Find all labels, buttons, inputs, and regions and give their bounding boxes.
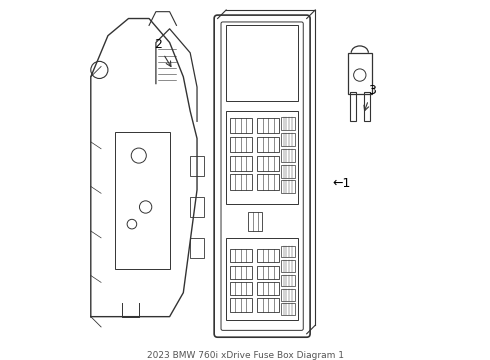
Bar bbox=[281, 303, 294, 315]
Bar bbox=[281, 289, 294, 301]
Bar bbox=[349, 92, 356, 121]
Bar bbox=[281, 149, 294, 162]
Bar bbox=[257, 118, 279, 133]
Bar bbox=[281, 246, 294, 257]
Bar bbox=[281, 275, 294, 286]
Bar bbox=[257, 249, 279, 262]
Bar bbox=[248, 212, 262, 231]
Bar bbox=[226, 238, 298, 320]
Text: 2: 2 bbox=[154, 38, 171, 67]
Bar bbox=[281, 180, 294, 193]
Bar bbox=[226, 25, 298, 101]
Bar bbox=[230, 249, 252, 262]
Bar bbox=[226, 111, 298, 203]
Bar bbox=[281, 165, 294, 177]
Bar bbox=[230, 137, 252, 152]
Bar bbox=[115, 132, 170, 269]
Bar bbox=[348, 53, 372, 94]
Bar bbox=[281, 133, 294, 146]
Bar bbox=[364, 92, 370, 121]
Bar bbox=[230, 118, 252, 133]
Bar bbox=[257, 156, 279, 171]
Bar bbox=[281, 117, 294, 130]
Bar bbox=[257, 282, 279, 295]
Bar bbox=[257, 298, 279, 311]
Bar bbox=[230, 156, 252, 171]
Text: 3: 3 bbox=[364, 84, 376, 111]
Bar bbox=[190, 238, 204, 258]
Bar bbox=[257, 175, 279, 190]
Text: 2023 BMW 760i xDrive Fuse Box Diagram 1: 2023 BMW 760i xDrive Fuse Box Diagram 1 bbox=[147, 351, 343, 360]
Bar bbox=[281, 260, 294, 272]
Text: ←1: ←1 bbox=[332, 176, 351, 189]
Bar bbox=[190, 156, 204, 176]
Bar bbox=[257, 137, 279, 152]
Bar bbox=[230, 298, 252, 311]
Bar bbox=[230, 175, 252, 190]
FancyBboxPatch shape bbox=[214, 15, 310, 337]
FancyBboxPatch shape bbox=[221, 22, 303, 330]
Bar bbox=[190, 197, 204, 217]
Bar bbox=[230, 282, 252, 295]
Bar bbox=[257, 266, 279, 279]
Bar bbox=[230, 266, 252, 279]
